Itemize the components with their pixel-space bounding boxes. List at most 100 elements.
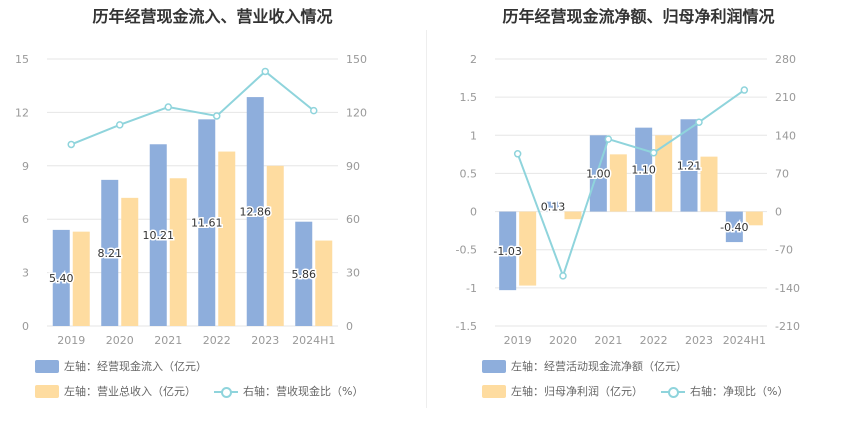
x-tick-label: 2021 <box>154 334 182 347</box>
legend-item-net-cash-flow[interactable]: 左轴：经营活动现金流净额（亿元） <box>482 358 687 374</box>
bar-secondary <box>519 211 537 286</box>
y-left-tick-label: 0 <box>470 206 477 219</box>
y-right-tick-label: 30 <box>346 267 360 280</box>
data-label: 1.21 <box>677 159 702 172</box>
legend-label: 左轴：经营现金流入（亿元） <box>64 360 207 373</box>
data-label: 12.86 <box>240 206 272 219</box>
ratio-point <box>513 150 522 158</box>
chart-panel-net-cash: 历年经营现金流净额、归母净利润情况 -1.5 -1 -0.5 0 0.5 1 1.5 2 -21… <box>427 0 850 437</box>
legend-row-1: 左轴：经营现金流入（亿元） <box>35 358 225 374</box>
ratio-point <box>559 272 567 280</box>
y-left-tick-label: -1 <box>466 282 477 295</box>
legend-label: 左轴：营业总收入（亿元） <box>64 385 196 398</box>
ratio-point <box>649 148 658 157</box>
bar-secondary <box>169 178 187 326</box>
legend-row-2: 左轴：营业总收入（亿元） 右轴：营收现金比（%） <box>35 383 381 399</box>
bar-secondary <box>745 211 763 226</box>
legend-label: 左轴：归母净利润（亿元） <box>511 385 643 398</box>
chart-title: 历年经营现金流入、营业收入情况 <box>92 7 333 26</box>
legend-swatch <box>35 359 59 373</box>
ratio-point <box>116 121 124 129</box>
bar-secondary <box>655 135 673 212</box>
data-label: -0.40 <box>720 221 748 234</box>
bar-primary <box>680 119 698 212</box>
y-right-tick-label: 0 <box>346 320 353 333</box>
bar-secondary <box>315 240 333 326</box>
bar-secondary <box>564 211 582 220</box>
y-right-tick-label: 0 <box>775 206 782 219</box>
legend-row-1: 左轴：经营活动现金流净额（亿元） <box>482 358 705 374</box>
legend-label: 右轴：净现比（%） <box>690 385 789 398</box>
y-left-tick-label: 6 <box>22 213 29 226</box>
bar-primary <box>499 211 517 291</box>
legend-swatch <box>35 384 59 398</box>
legend-item-net-cash-ratio[interactable]: 右轴：净现比（%） <box>661 383 788 399</box>
ratio-point <box>164 103 172 111</box>
bar-primary <box>295 221 313 326</box>
bar-primary <box>198 119 216 326</box>
bar-secondary <box>72 231 90 326</box>
ratio-point <box>604 135 613 143</box>
y-left-tick-label: -0.5 <box>456 244 477 257</box>
bar-primary <box>52 229 70 326</box>
y-left-tick-label: 15 <box>15 53 29 66</box>
legend-label: 左轴：经营活动现金流净额（亿元） <box>511 360 687 373</box>
ratio-point <box>67 140 75 149</box>
y-left-tick-label: 0.5 <box>460 167 478 180</box>
y-left-tick-label: 3 <box>22 267 29 280</box>
y-right-tick-label: 280 <box>775 53 796 66</box>
y-right-tick-label: -210 <box>775 320 800 333</box>
x-tick-label: 2023 <box>685 334 713 347</box>
bar-primary <box>149 144 167 326</box>
x-tick-label: 2019 <box>504 334 532 347</box>
y-left-tick-label: 9 <box>22 160 29 173</box>
y-right-tick-label: -140 <box>775 282 800 295</box>
x-tick-label: 2022 <box>640 334 668 347</box>
legend-label: 右轴：营收现金比（%） <box>243 385 364 398</box>
ratio-point <box>310 106 318 115</box>
bar-secondary <box>266 165 284 326</box>
y-right-tick-label: 120 <box>346 106 367 119</box>
bar-secondary <box>609 154 627 212</box>
x-tick-label: 2024H1 <box>723 334 766 347</box>
legend-item-revenue[interactable]: 左轴：营业总收入（亿元） <box>35 383 196 399</box>
x-tick-label: 2022 <box>203 334 231 347</box>
x-tick-label: 2024H1 <box>292 334 335 347</box>
bar-secondary <box>121 197 139 326</box>
y-left-tick-label: -1.5 <box>456 320 477 333</box>
data-label: 5.40 <box>49 272 74 285</box>
y-left-tick-label: 1 <box>470 129 477 142</box>
y-left-tick-label: 2 <box>470 53 477 66</box>
data-label: 5.86 <box>292 268 317 281</box>
x-tick-label: 2020 <box>549 334 577 347</box>
y-right-tick-label: 210 <box>775 91 796 104</box>
chart-panel-cash-inflow: 历年经营现金流入、营业收入情况 0 3 6 9 12 15 0 30 60 90 120 150 201… <box>15 7 381 399</box>
y-right-tick-label: 150 <box>346 53 367 66</box>
y-right-tick-label: 60 <box>346 213 360 226</box>
y-left-tick-label: 0 <box>22 320 29 333</box>
net-cash-chart: -1.5 -1 -0.5 0 0.5 1 1.5 2 -210 -140 -70 0 70 140 210 2… <box>456 53 800 347</box>
ratio-point <box>261 67 269 76</box>
y-left-tick-label: 12 <box>15 106 29 119</box>
ratio-line <box>516 89 745 279</box>
y-left-tick-label: 1.5 <box>460 91 478 104</box>
y-right-tick-label: 70 <box>775 167 789 180</box>
y-right-tick-label: -70 <box>775 244 793 257</box>
ratio-point <box>213 112 221 120</box>
ratio-point <box>740 86 749 94</box>
x-tick-label: 2021 <box>594 334 622 347</box>
bar-primary <box>246 97 264 326</box>
panel-divider <box>426 30 427 408</box>
legend-item-cash-inflow[interactable]: 左轴：经营现金流入（亿元） <box>35 358 207 374</box>
legend-row-2: 左轴：归母净利润（亿元） 右轴：净现比（%） <box>482 383 806 399</box>
ratio-line <box>70 70 315 146</box>
x-tick-label: 2023 <box>251 334 279 347</box>
legend-item-net-profit[interactable]: 左轴：归母净利润（亿元） <box>482 383 643 399</box>
y-right-tick-label: 140 <box>775 129 796 142</box>
data-label: 0.13 <box>541 201 566 214</box>
bar-primary <box>101 179 119 326</box>
data-label: 11.61 <box>191 217 223 230</box>
bar-secondary <box>700 156 718 212</box>
legend-item-cash-ratio[interactable]: 右轴：营收现金比（%） <box>214 383 363 399</box>
